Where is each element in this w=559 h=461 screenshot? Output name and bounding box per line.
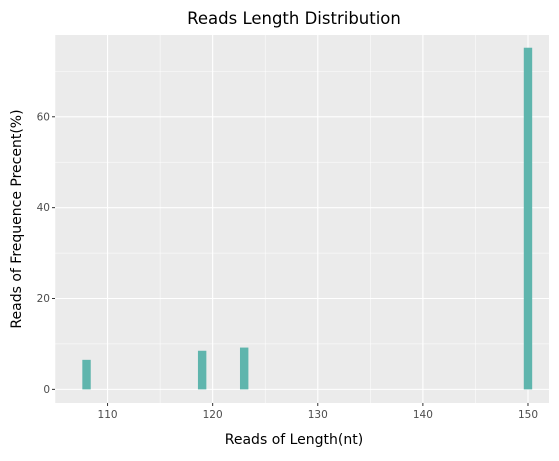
y-tick-label: 20 bbox=[37, 293, 50, 305]
bars-group bbox=[82, 47, 533, 390]
x-tick-label: 150 bbox=[518, 409, 538, 421]
y-axis-title: Reads of Frequence Precent(%) bbox=[9, 109, 25, 328]
chart-title: Reads Length Distribution bbox=[187, 9, 401, 28]
x-axis-title: Reads of Length(nt) bbox=[225, 432, 363, 448]
y-axis: 0 20 40 60 bbox=[37, 111, 55, 396]
bar-123 bbox=[239, 347, 249, 390]
x-tick-label: 130 bbox=[308, 409, 328, 421]
bar-108 bbox=[82, 359, 91, 390]
bar-119 bbox=[197, 350, 207, 390]
y-tick-label: 60 bbox=[37, 111, 50, 123]
y-tick-label: 0 bbox=[43, 384, 50, 396]
x-tick-label: 120 bbox=[203, 409, 223, 421]
x-tick-label: 140 bbox=[413, 409, 433, 421]
plot-panel bbox=[55, 35, 549, 403]
x-axis: 110 120 130 140 150 bbox=[98, 403, 538, 421]
bar-150 bbox=[523, 47, 533, 390]
x-tick-label: 110 bbox=[98, 409, 118, 421]
y-tick-label: 40 bbox=[37, 202, 50, 214]
minor-gridlines bbox=[54, 35, 549, 403]
